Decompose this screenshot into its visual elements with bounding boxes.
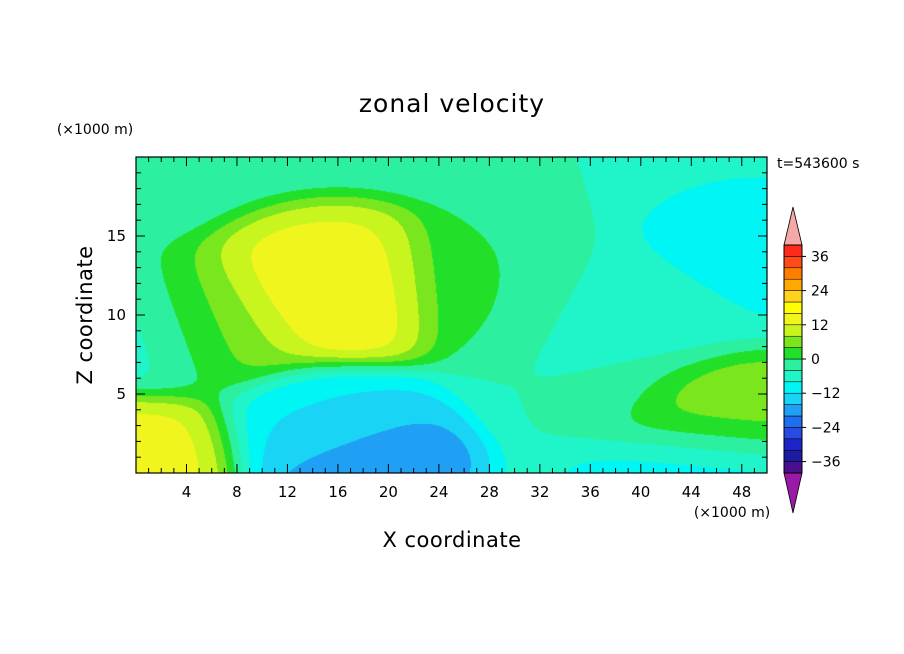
x-tick-label: 8 bbox=[232, 483, 242, 501]
colorbar-tick-label: 36 bbox=[811, 249, 829, 265]
colorbar-swatch bbox=[783, 404, 803, 417]
y-tick-label: 5 bbox=[116, 385, 126, 403]
colorbar-tick-label: −24 bbox=[811, 420, 841, 436]
colorbar-over-arrow bbox=[783, 206, 803, 246]
y-axis-label: Z coordinate bbox=[73, 245, 97, 384]
x-tick-label: 28 bbox=[480, 483, 499, 501]
x-tick-label: 44 bbox=[682, 483, 701, 501]
x-tick-label: 40 bbox=[631, 483, 650, 501]
colorbar-swatch bbox=[783, 461, 803, 474]
y-tick-label: 15 bbox=[107, 227, 126, 245]
colorbar-swatch bbox=[783, 278, 803, 291]
colorbar: 36 24 12 0 −12 −24 −36 bbox=[783, 206, 841, 514]
colorbar-tick-label: −12 bbox=[811, 386, 841, 402]
colorbar-tick-label: 0 bbox=[811, 352, 820, 368]
colorbar-swatch bbox=[783, 244, 803, 257]
colorbar-tick-label: 24 bbox=[811, 284, 829, 300]
x-axis-ticks: 4 8 12 16 20 24 28 32 36 40 44 48 bbox=[148, 157, 755, 501]
x-tick-label: 24 bbox=[429, 483, 448, 501]
x-unit-label: (×1000 m) bbox=[694, 505, 770, 521]
x-tick-label: 4 bbox=[182, 483, 192, 501]
colorbar-tick-label: −36 bbox=[811, 455, 841, 471]
x-tick-label: 48 bbox=[732, 483, 751, 501]
colorbar-under-arrow bbox=[783, 472, 803, 514]
chart-title: zonal velocity bbox=[359, 89, 545, 118]
y-tick-label: 10 bbox=[107, 306, 126, 324]
x-axis-label: X coordinate bbox=[382, 528, 521, 552]
colorbar-swatch bbox=[783, 427, 803, 440]
x-tick-label: 16 bbox=[328, 483, 347, 501]
x-tick-label: 36 bbox=[581, 483, 600, 501]
colorbar-swatch bbox=[783, 267, 803, 280]
colorbar-swatch bbox=[783, 392, 803, 405]
colorbar-tick-label: 12 bbox=[811, 318, 829, 334]
x-tick-label: 12 bbox=[278, 483, 297, 501]
colorbar-swatch bbox=[783, 324, 803, 337]
y-unit-label: (×1000 m) bbox=[57, 122, 133, 138]
colorbar-swatch bbox=[783, 347, 803, 360]
colorbar-swatch bbox=[783, 358, 803, 371]
x-tick-label: 32 bbox=[530, 483, 549, 501]
colorbar-swatch bbox=[783, 313, 803, 326]
colorbar-swatch bbox=[783, 438, 803, 451]
velocity-field bbox=[136, 157, 767, 473]
colorbar-swatch bbox=[783, 301, 803, 314]
colorbar-swatch bbox=[783, 256, 803, 269]
colorbar-swatch bbox=[783, 335, 803, 348]
colorbar-swatch bbox=[783, 381, 803, 394]
colorbar-swatch bbox=[783, 415, 803, 428]
colorbar-swatch bbox=[783, 370, 803, 383]
colorbar-swatch bbox=[783, 449, 803, 462]
y-axis-ticks: 5 10 15 bbox=[107, 172, 767, 458]
time-label: t=543600 s bbox=[777, 156, 859, 172]
x-tick-label: 20 bbox=[379, 483, 398, 501]
colorbar-swatch bbox=[783, 290, 803, 303]
